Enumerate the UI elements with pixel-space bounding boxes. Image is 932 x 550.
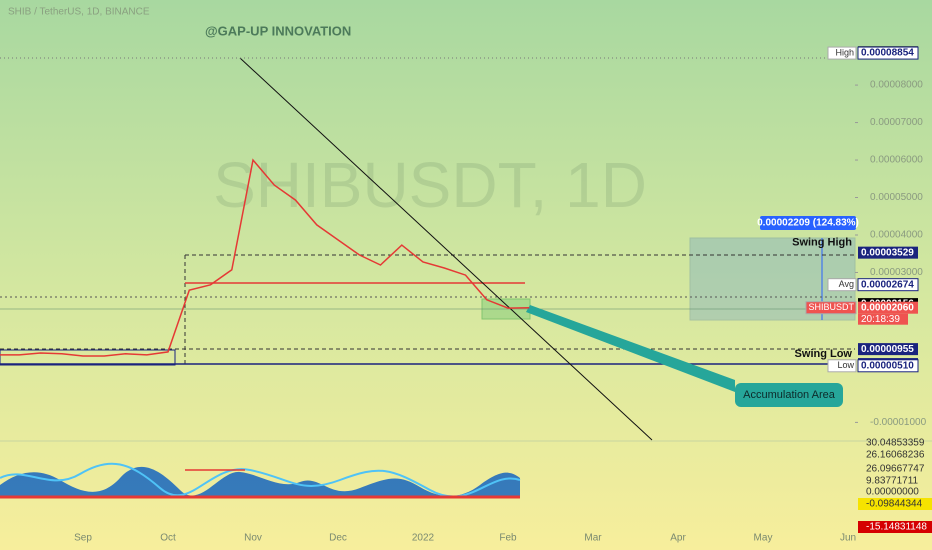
price-tag — [857, 46, 919, 60]
countdown-tag — [858, 313, 908, 325]
x-tick-label: Sep — [74, 533, 92, 544]
osc-label: 26.16068236 — [866, 450, 925, 461]
price-tag — [858, 301, 918, 314]
level-name: SHIBUSDT — [808, 302, 854, 312]
oscillator-line — [0, 462, 521, 498]
osc-tag — [858, 498, 932, 510]
level-name: Low — [837, 360, 854, 370]
y-tick-label: 0.00006000 — [870, 155, 923, 166]
x-tick-label: Apr — [670, 533, 686, 544]
price-tag — [858, 246, 918, 259]
level-name: High — [835, 47, 854, 57]
x-tick-label: Jun — [840, 533, 856, 544]
y-tick-label: 0.00008000 — [870, 80, 923, 91]
x-tick-label: 2022 — [412, 533, 435, 544]
price-tag-label: 0.00002060 — [861, 302, 914, 313]
price-tag — [857, 359, 919, 373]
y-tick-label: -0.00001000 — [870, 417, 927, 428]
x-tick-label: Nov — [244, 533, 262, 544]
osc-label: 9.83771711 — [866, 476, 919, 487]
level-name: Swing High — [792, 237, 852, 249]
annotation-arrow — [526, 305, 735, 392]
range-box — [0, 349, 176, 366]
price-tag — [857, 278, 919, 292]
author: @GAP-UP INNOVATION — [205, 23, 351, 38]
price-tag-label: 0.00000955 — [861, 344, 914, 355]
osc-label: -0.09844344 — [866, 499, 923, 510]
osc-label: -15.14831148 — [866, 522, 927, 533]
countdown: 20:18:39 — [861, 314, 900, 325]
measure-label: 0.00002209 (124.83%) — [757, 218, 859, 229]
x-tick-label: Oct — [160, 533, 176, 544]
osc-label: 26.09667747 — [866, 464, 925, 475]
price-tag-label: 0.00000510 — [861, 360, 914, 371]
measure-tag — [760, 216, 856, 230]
price-tag-label: 0.00003529 — [861, 247, 914, 258]
watermark: SHIBUSDT, 1D — [213, 149, 647, 221]
price-tag-label: 0.00008854 — [861, 48, 914, 59]
x-tick-label: May — [754, 533, 773, 544]
annotation-box — [735, 383, 843, 407]
y-tick-label: 0.00007000 — [870, 117, 923, 128]
osc-label: 30.04853359 — [866, 438, 925, 449]
level-tag — [827, 46, 857, 60]
y-tick-label: 0.00003000 — [870, 267, 923, 278]
price-tag-label: 0.00002674 — [861, 279, 914, 290]
header: SHIB / TetherUS, 1D, BINANCE — [8, 7, 150, 18]
osc-label: 0.00000000 — [866, 487, 919, 498]
trend-line — [239, 57, 653, 441]
level-tag — [827, 278, 857, 292]
osc-tag — [858, 521, 932, 533]
price-line — [0, 158, 530, 357]
level-tag — [805, 301, 857, 315]
level-name: Swing Low — [795, 348, 853, 360]
y-tick-label: 0.00004000 — [870, 230, 923, 241]
level-tag — [827, 359, 857, 373]
oscillator-area — [0, 466, 520, 497]
x-tick-label: Feb — [499, 533, 517, 544]
annotation: Accumulation Area — [743, 389, 836, 401]
price-tag — [858, 343, 918, 356]
level-name: Avg — [839, 279, 854, 289]
y-tick-label: 0.00005000 — [870, 192, 923, 203]
x-tick-label: Mar — [584, 533, 602, 544]
x-tick-label: Dec — [329, 533, 347, 544]
